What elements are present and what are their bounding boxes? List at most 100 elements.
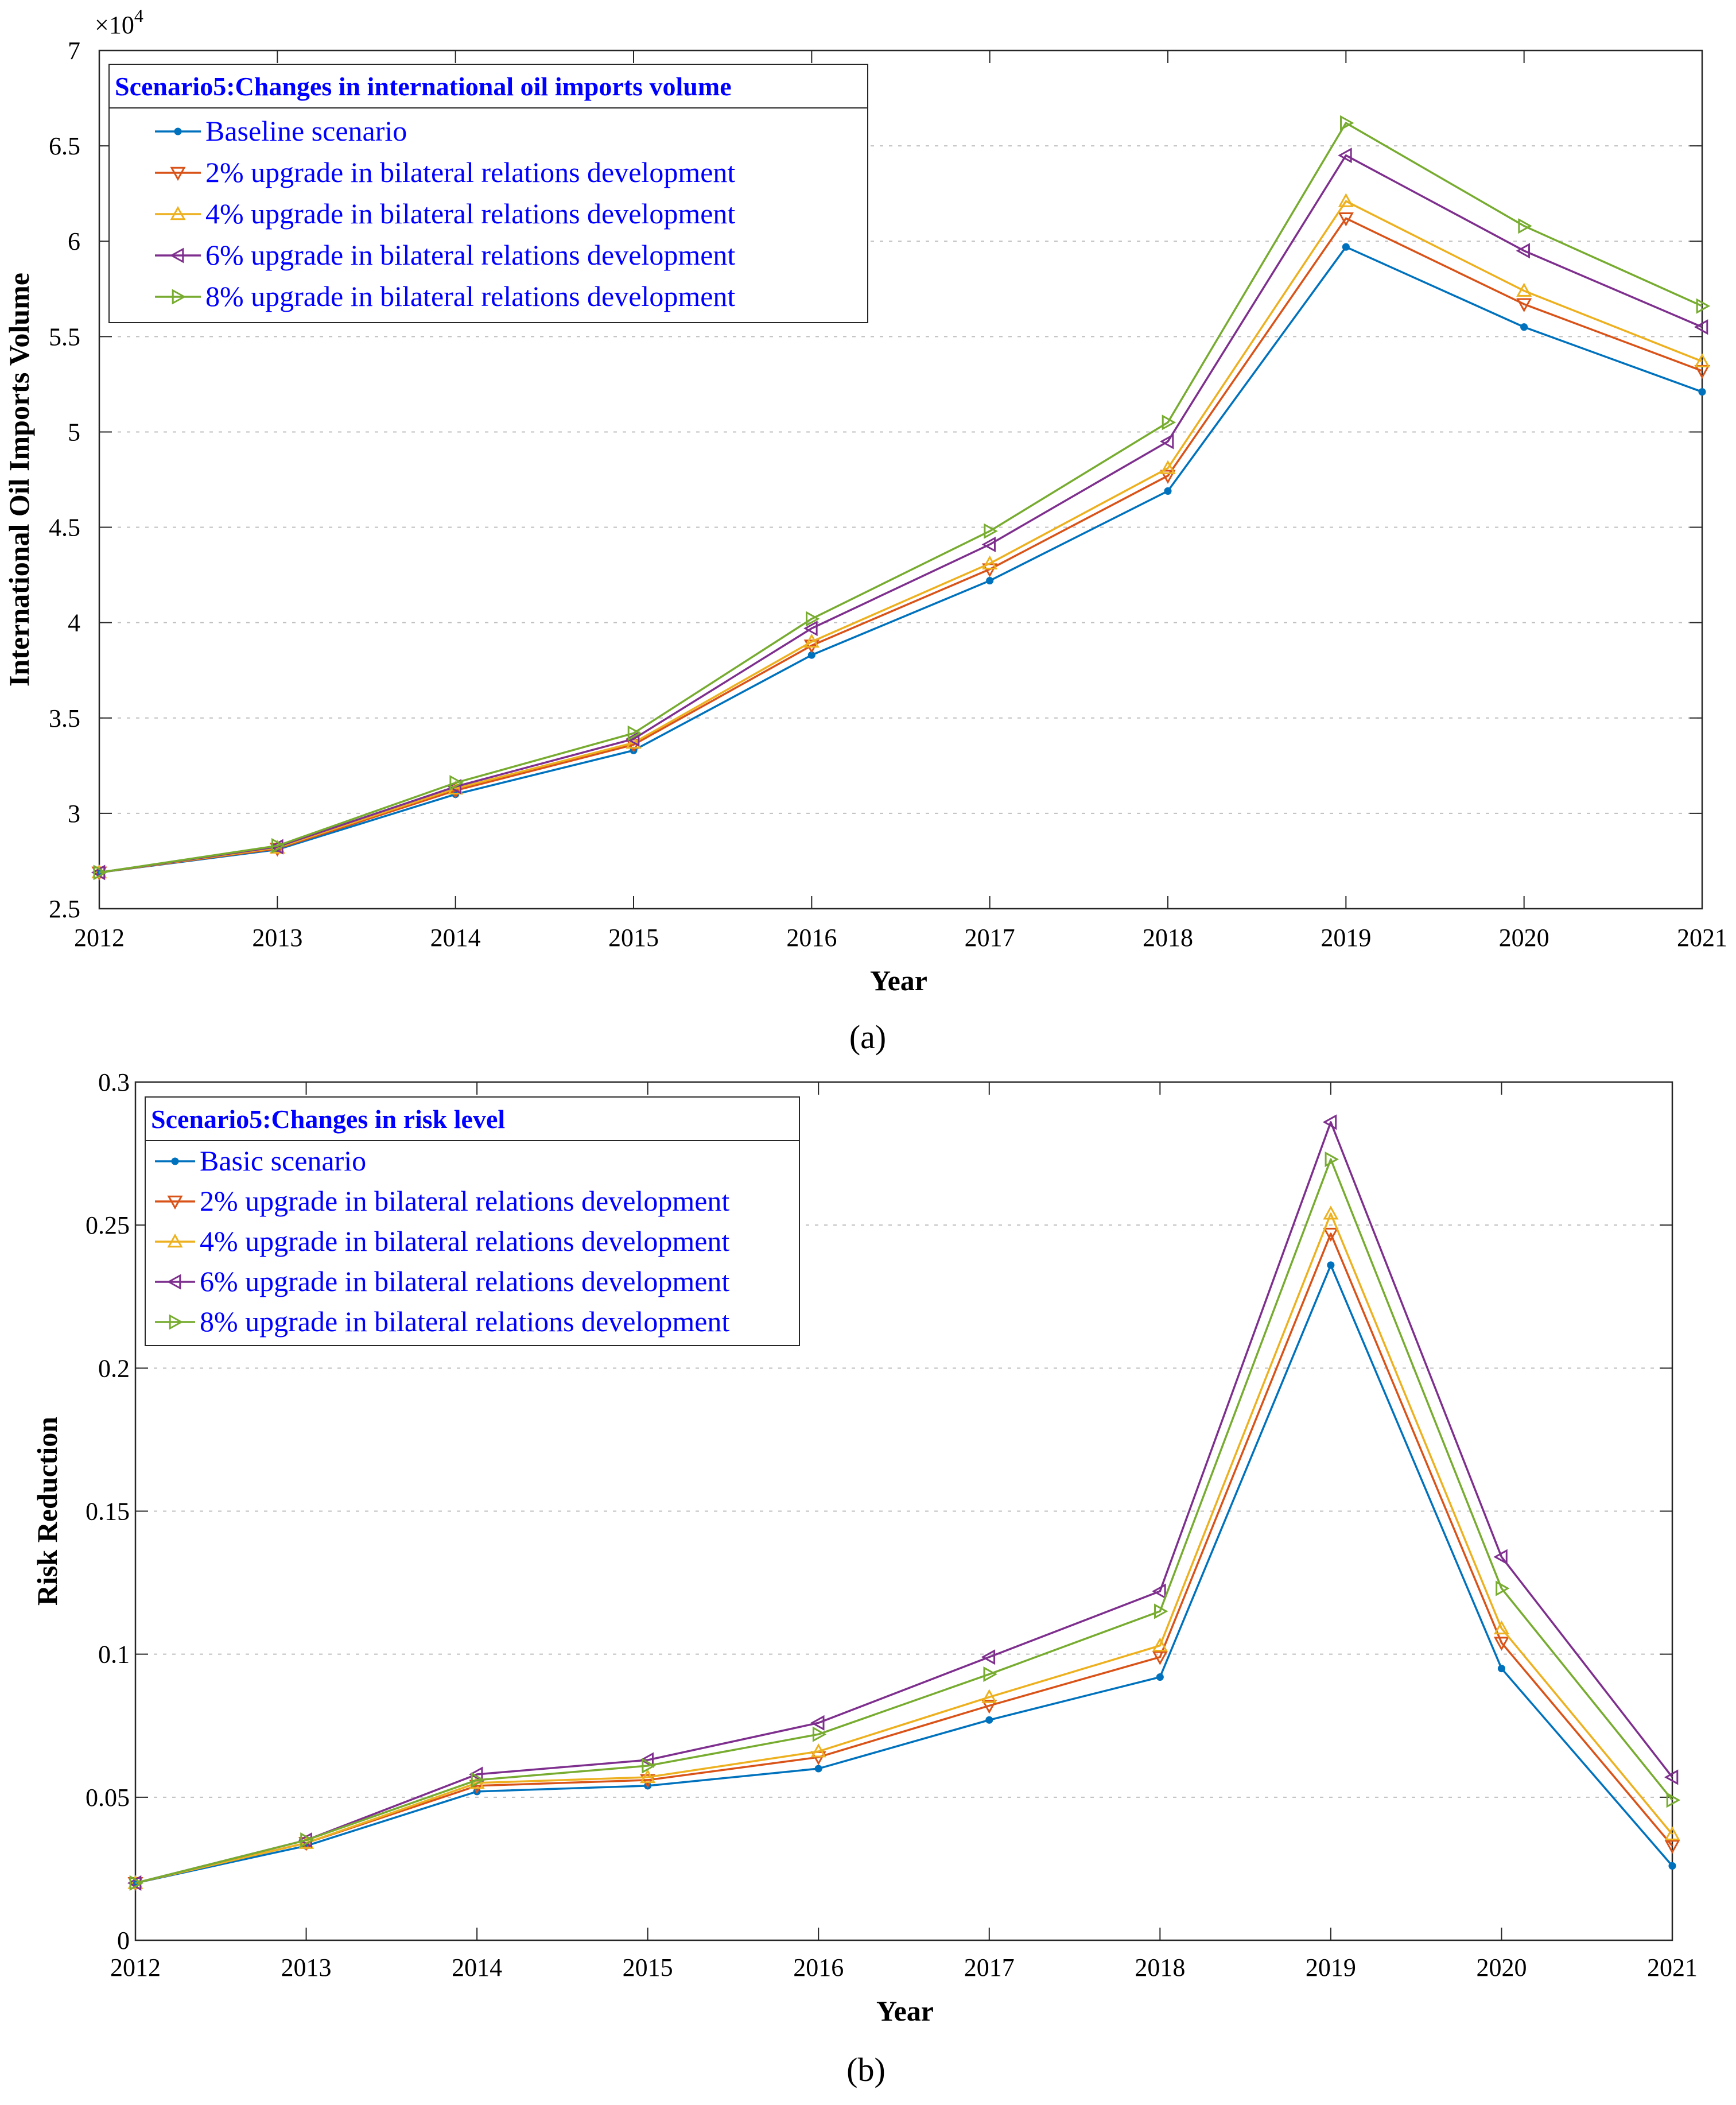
legend-swatch-marker — [167, 1195, 183, 1210]
data-point-series-3 — [1152, 1637, 1168, 1652]
x-tick-label: 2020 — [1499, 924, 1549, 952]
data-point-series-4 — [803, 621, 818, 637]
chart-panel-a: 2.5 3 3.5 4 4.5 5 5.5 6 6.5 7 2012 2013 2014 2015 2016… — [3, 5, 1727, 1056]
data-point-series-1 — [1156, 1673, 1164, 1681]
y-tick-label: 6.5 — [49, 132, 80, 160]
legend-swatch-marker — [167, 1233, 183, 1248]
data-point-series-5 — [300, 1832, 314, 1848]
y-tick-label: 5 — [68, 418, 80, 446]
legend-swatch-marker — [166, 1274, 181, 1290]
data-point-series-5 — [1162, 414, 1176, 431]
legend-entry-2: 2% upgrade in bilateral relations develo… — [205, 156, 735, 188]
data-point-series-1 — [1668, 1862, 1676, 1870]
data-point-series-5 — [1696, 298, 1711, 314]
legend-entry-3: 4% upgrade in bilateral relations develo… — [200, 1225, 729, 1257]
y-tick-label: 3.5 — [49, 704, 80, 732]
data-point-series-5 — [1518, 218, 1532, 234]
data-point-series-1 — [1520, 323, 1528, 331]
data-point-series-3 — [1664, 1826, 1680, 1840]
y-tick-label: 2.5 — [49, 895, 80, 923]
data-point-series-2 — [1516, 298, 1532, 312]
data-point-series-4 — [1338, 148, 1352, 164]
legend-swatch-marker — [169, 1314, 184, 1330]
y-tick-label: 6 — [68, 227, 80, 255]
y-tick-label: 7 — [68, 37, 80, 65]
data-point-series-4 — [1516, 243, 1530, 259]
legend-entry-3: 4% upgrade in bilateral relations develo… — [205, 197, 735, 230]
data-point-series-3 — [626, 734, 642, 749]
series-line-5 — [99, 122, 1703, 874]
series-line-4 — [135, 1121, 1673, 1885]
x-tick-label: 2012 — [110, 1953, 161, 1982]
data-point-series-4 — [1159, 433, 1174, 449]
data-point-series-4 — [1664, 1769, 1679, 1785]
data-point-series-3 — [982, 555, 998, 569]
series-line-3 — [99, 200, 1703, 874]
data-point-series-3 — [640, 1769, 656, 1784]
data-point-series-5 — [129, 1875, 144, 1891]
data-point-series-1 — [986, 577, 994, 585]
data-point-series-2 — [1338, 212, 1354, 227]
data-point-series-1 — [814, 1765, 822, 1773]
legend-swatch-marker — [174, 127, 182, 135]
data-point-series-4 — [1322, 1114, 1337, 1130]
legend-swatch-marker — [169, 247, 184, 263]
data-point-series-4 — [639, 1752, 654, 1768]
x-tick-label: 2021 — [1677, 924, 1727, 952]
data-point-series-5 — [1154, 1603, 1168, 1619]
y-tick-label: 0.2 — [98, 1354, 130, 1382]
y-tick-label: 0.25 — [86, 1211, 130, 1239]
legend-swatch-marker — [171, 1157, 179, 1165]
data-point-series-3 — [981, 1689, 997, 1703]
legend-entry-4: 6% upgrade in bilateral relations develo… — [200, 1265, 729, 1297]
x-tick-label: 2013 — [252, 924, 302, 952]
series-line-2 — [135, 1232, 1673, 1885]
x-tick-label: 2020 — [1476, 1953, 1527, 1982]
data-point-series-5 — [812, 1726, 827, 1742]
series-line-3 — [135, 1212, 1673, 1885]
x-axis-label: Year — [870, 964, 927, 997]
y-tick-label: 4.5 — [49, 514, 80, 542]
data-point-series-2 — [1160, 470, 1176, 484]
data-point-series-2 — [1152, 1651, 1168, 1665]
x-tick-label: 2016 — [786, 924, 837, 952]
data-point-series-1 — [985, 1716, 993, 1724]
series-line-4 — [99, 154, 1703, 874]
x-tick-label: 2017 — [964, 1953, 1015, 1982]
x-tick-label: 2014 — [430, 924, 481, 952]
y-tick-label: 3 — [68, 800, 80, 828]
legend-title: Scenario5:Changes in international oil i… — [115, 72, 732, 101]
y-tick-label: 0.1 — [98, 1641, 130, 1669]
data-point-series-4 — [1493, 1549, 1508, 1565]
data-point-series-1 — [1497, 1665, 1505, 1673]
data-point-series-4 — [981, 536, 996, 553]
data-point-series-5 — [1496, 1580, 1510, 1596]
data-point-series-4 — [981, 1649, 996, 1665]
legend-entry-1: Basic scenario — [200, 1145, 366, 1177]
data-point-series-1 — [1327, 1261, 1335, 1269]
x-tick-label: 2018 — [1143, 924, 1193, 952]
data-point-series-2 — [640, 1774, 656, 1789]
x-tick-label: 2019 — [1306, 1953, 1356, 1982]
x-tick-label: 2015 — [623, 1953, 673, 1982]
y-axis-label: International Oil Imports Volume — [3, 273, 35, 687]
legend-title: Scenario5:Changes in risk level — [151, 1104, 505, 1134]
data-point-series-1 — [1342, 243, 1350, 251]
data-point-series-5 — [1325, 1152, 1339, 1168]
data-point-series-5 — [984, 523, 998, 539]
series-line-1 — [135, 1264, 1673, 1885]
x-tick-label: 2016 — [793, 1953, 844, 1982]
legend-entry-2: 2% upgrade in bilateral relations develo… — [200, 1185, 729, 1217]
data-point-series-2 — [981, 1700, 997, 1714]
x-tick-label: 2014 — [452, 1953, 502, 1982]
data-point-series-5 — [983, 1666, 997, 1683]
data-point-series-5 — [1340, 115, 1354, 131]
x-tick-label: 2021 — [1647, 1953, 1698, 1982]
plot-area-frame — [98, 49, 1703, 910]
y-tick-label: 0 — [117, 1926, 130, 1955]
y-tick-label: 4 — [68, 609, 80, 637]
legend-entry-4: 6% upgrade in bilateral relations develo… — [205, 239, 735, 271]
